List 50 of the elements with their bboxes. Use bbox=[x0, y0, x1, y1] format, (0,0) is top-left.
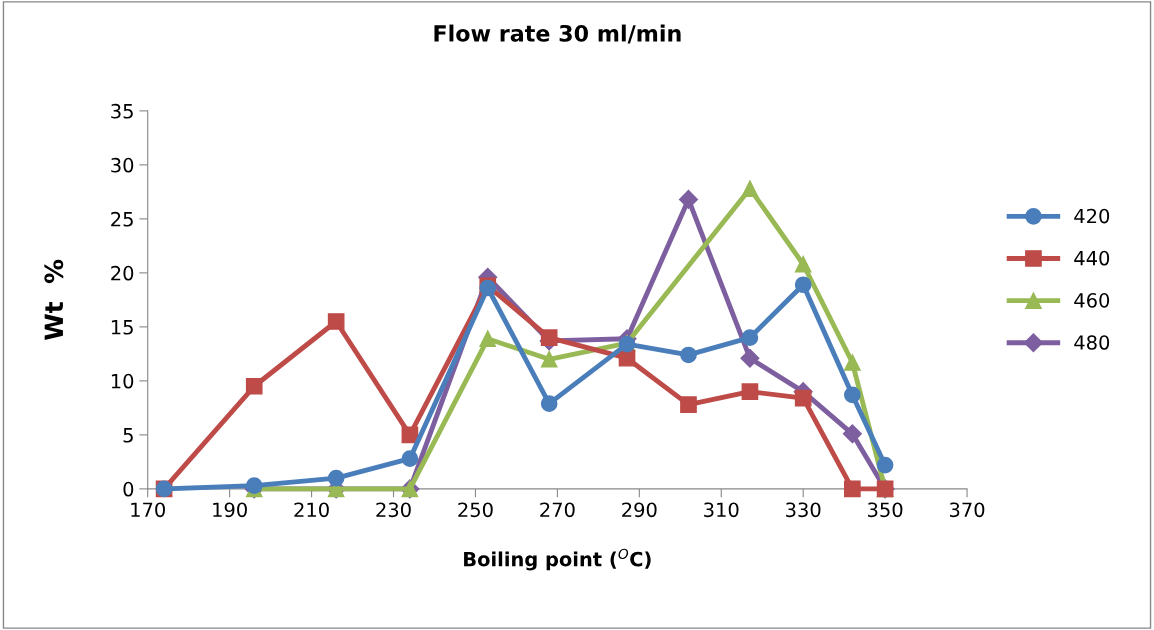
point bbox=[540, 395, 558, 412]
x-tick-label: 230 bbox=[376, 502, 411, 518]
point bbox=[618, 349, 636, 367]
point bbox=[844, 354, 861, 371]
x-tick-label: 270 bbox=[540, 502, 575, 518]
point bbox=[741, 180, 759, 197]
y-tick-label: 35 bbox=[111, 103, 133, 119]
x-tick-label: 250 bbox=[458, 502, 493, 518]
point bbox=[680, 396, 697, 413]
y-tick-label: 25 bbox=[111, 211, 133, 227]
y-tick-label: 10 bbox=[111, 373, 134, 389]
y-tick-label: 30 bbox=[111, 157, 134, 173]
point bbox=[245, 377, 263, 395]
x-tick-label: 350 bbox=[868, 502, 903, 518]
x-tick-label: 330 bbox=[786, 502, 821, 518]
y-tick-label: 5 bbox=[123, 428, 133, 443]
point bbox=[741, 383, 759, 401]
chart-title: Flow rate 30 ml/min bbox=[434, 24, 681, 44]
point bbox=[844, 480, 861, 498]
x-tick-label: 210 bbox=[294, 502, 329, 518]
y-tick-label: 0 bbox=[123, 481, 134, 497]
point bbox=[680, 346, 697, 364]
legend-label: 420 bbox=[1074, 208, 1110, 224]
x-axis-title: Boiling point ($^{O}$C) bbox=[464, 548, 651, 571]
point bbox=[844, 386, 861, 404]
point bbox=[740, 348, 760, 368]
point bbox=[741, 329, 759, 347]
x-tick-label: 370 bbox=[949, 502, 985, 518]
point bbox=[401, 450, 419, 467]
point bbox=[842, 424, 862, 444]
x-tick-label: 310 bbox=[704, 502, 739, 518]
legend-label: 460 bbox=[1074, 292, 1110, 308]
point bbox=[327, 469, 345, 487]
point bbox=[678, 189, 699, 209]
x-tick-label: 190 bbox=[213, 502, 247, 518]
point bbox=[540, 350, 558, 368]
point bbox=[794, 276, 812, 294]
x-tick-label: 170 bbox=[131, 502, 165, 518]
legend-label: 480 bbox=[1074, 335, 1110, 350]
x-tick-label: 290 bbox=[622, 502, 657, 518]
point bbox=[876, 456, 894, 474]
y-tick-label: 20 bbox=[111, 265, 134, 281]
point bbox=[794, 389, 812, 407]
y-tick-label: 15 bbox=[111, 320, 133, 335]
point bbox=[245, 477, 263, 494]
y-axis-title: Wt % bbox=[44, 259, 64, 341]
point bbox=[794, 255, 812, 273]
point bbox=[479, 330, 497, 348]
point bbox=[327, 313, 345, 330]
legend-label: 440 bbox=[1074, 250, 1110, 266]
